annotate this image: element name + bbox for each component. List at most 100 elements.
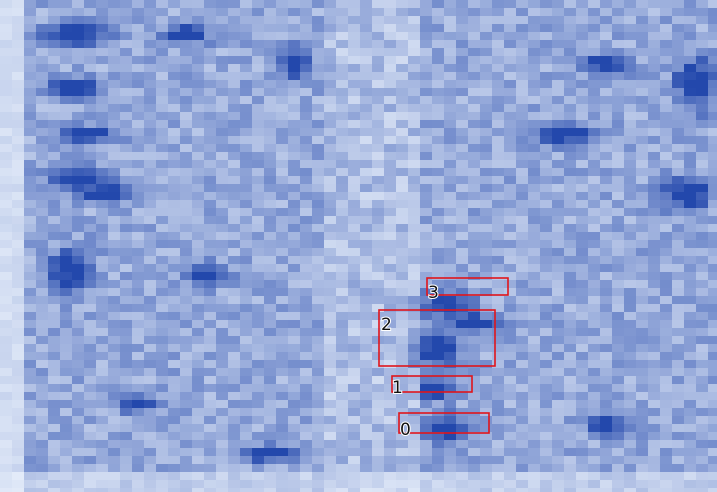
pixel xyxy=(648,440,660,448)
pixel xyxy=(396,104,408,112)
pixel xyxy=(660,376,672,384)
pixel xyxy=(576,232,588,240)
pixel xyxy=(168,0,180,8)
pixel xyxy=(156,88,168,96)
pixel xyxy=(492,416,504,424)
pixel xyxy=(360,408,372,416)
pixel xyxy=(336,8,348,16)
pixel xyxy=(540,464,552,472)
pixel xyxy=(24,440,36,448)
pixel xyxy=(660,472,672,480)
pixel xyxy=(588,408,600,416)
pixel xyxy=(600,104,612,112)
pixel xyxy=(648,408,660,416)
pixel xyxy=(204,152,216,160)
pixel xyxy=(360,384,372,392)
pixel xyxy=(120,216,132,224)
pixel xyxy=(60,128,72,136)
pixel xyxy=(492,440,504,448)
pixel xyxy=(36,424,48,432)
pixel xyxy=(516,24,528,32)
pixel xyxy=(600,152,612,160)
pixel xyxy=(300,240,312,248)
pixel xyxy=(156,192,168,200)
pixel xyxy=(24,408,36,416)
pixel xyxy=(696,216,708,224)
pixel xyxy=(540,160,552,168)
pixel xyxy=(588,112,600,120)
pixel xyxy=(12,320,24,328)
pixel xyxy=(576,176,588,184)
pixel xyxy=(372,184,384,192)
pixel xyxy=(564,264,576,272)
pixel xyxy=(408,232,420,240)
pixel xyxy=(12,216,24,224)
pixel xyxy=(168,280,180,288)
pixel xyxy=(120,384,132,392)
pixel xyxy=(276,0,288,8)
pixel xyxy=(552,312,564,320)
pixel xyxy=(312,232,324,240)
pixel xyxy=(180,176,192,184)
pixel xyxy=(228,48,240,56)
pixel xyxy=(468,200,480,208)
pixel xyxy=(492,240,504,248)
pixel xyxy=(444,208,456,216)
pixel xyxy=(396,200,408,208)
pixel xyxy=(600,384,612,392)
pixel xyxy=(156,328,168,336)
pixel xyxy=(696,400,708,408)
pixel xyxy=(36,352,48,360)
pixel xyxy=(72,104,84,112)
pixel xyxy=(492,48,504,56)
pixel xyxy=(660,144,672,152)
pixel xyxy=(216,432,228,440)
pixel xyxy=(12,352,24,360)
pixel xyxy=(672,392,684,400)
pixel xyxy=(240,152,252,160)
pixel xyxy=(672,64,684,72)
pixel xyxy=(480,216,492,224)
pixel xyxy=(180,248,192,256)
pixel xyxy=(624,448,636,456)
pixel xyxy=(528,104,540,112)
pixel xyxy=(324,312,336,320)
pixel xyxy=(648,328,660,336)
pixel xyxy=(528,24,540,32)
pixel xyxy=(588,296,600,304)
pixel xyxy=(672,200,684,208)
pixel xyxy=(300,472,312,480)
pixel xyxy=(348,376,360,384)
pixel xyxy=(24,464,36,472)
pixel xyxy=(252,320,264,328)
pixel xyxy=(504,248,516,256)
pixel xyxy=(660,176,672,184)
pixel xyxy=(648,80,660,88)
pixel xyxy=(60,328,72,336)
pixel xyxy=(300,120,312,128)
pixel xyxy=(444,48,456,56)
pixel xyxy=(360,272,372,280)
pixel xyxy=(552,224,564,232)
pixel xyxy=(12,192,24,200)
pixel xyxy=(156,424,168,432)
pixel xyxy=(336,376,348,384)
pixel xyxy=(444,248,456,256)
pixel xyxy=(108,392,120,400)
pixel xyxy=(672,136,684,144)
pixel xyxy=(684,56,696,64)
pixel xyxy=(348,280,360,288)
pixel xyxy=(576,88,588,96)
pixel xyxy=(420,408,432,416)
pixel xyxy=(660,296,672,304)
pixel xyxy=(384,296,396,304)
pixel xyxy=(516,248,528,256)
pixel xyxy=(204,280,216,288)
pixel xyxy=(480,472,492,480)
pixel xyxy=(408,264,420,272)
pixel xyxy=(120,328,132,336)
pixel xyxy=(696,464,708,472)
pixel xyxy=(24,144,36,152)
pixel xyxy=(396,64,408,72)
pixel xyxy=(216,256,228,264)
